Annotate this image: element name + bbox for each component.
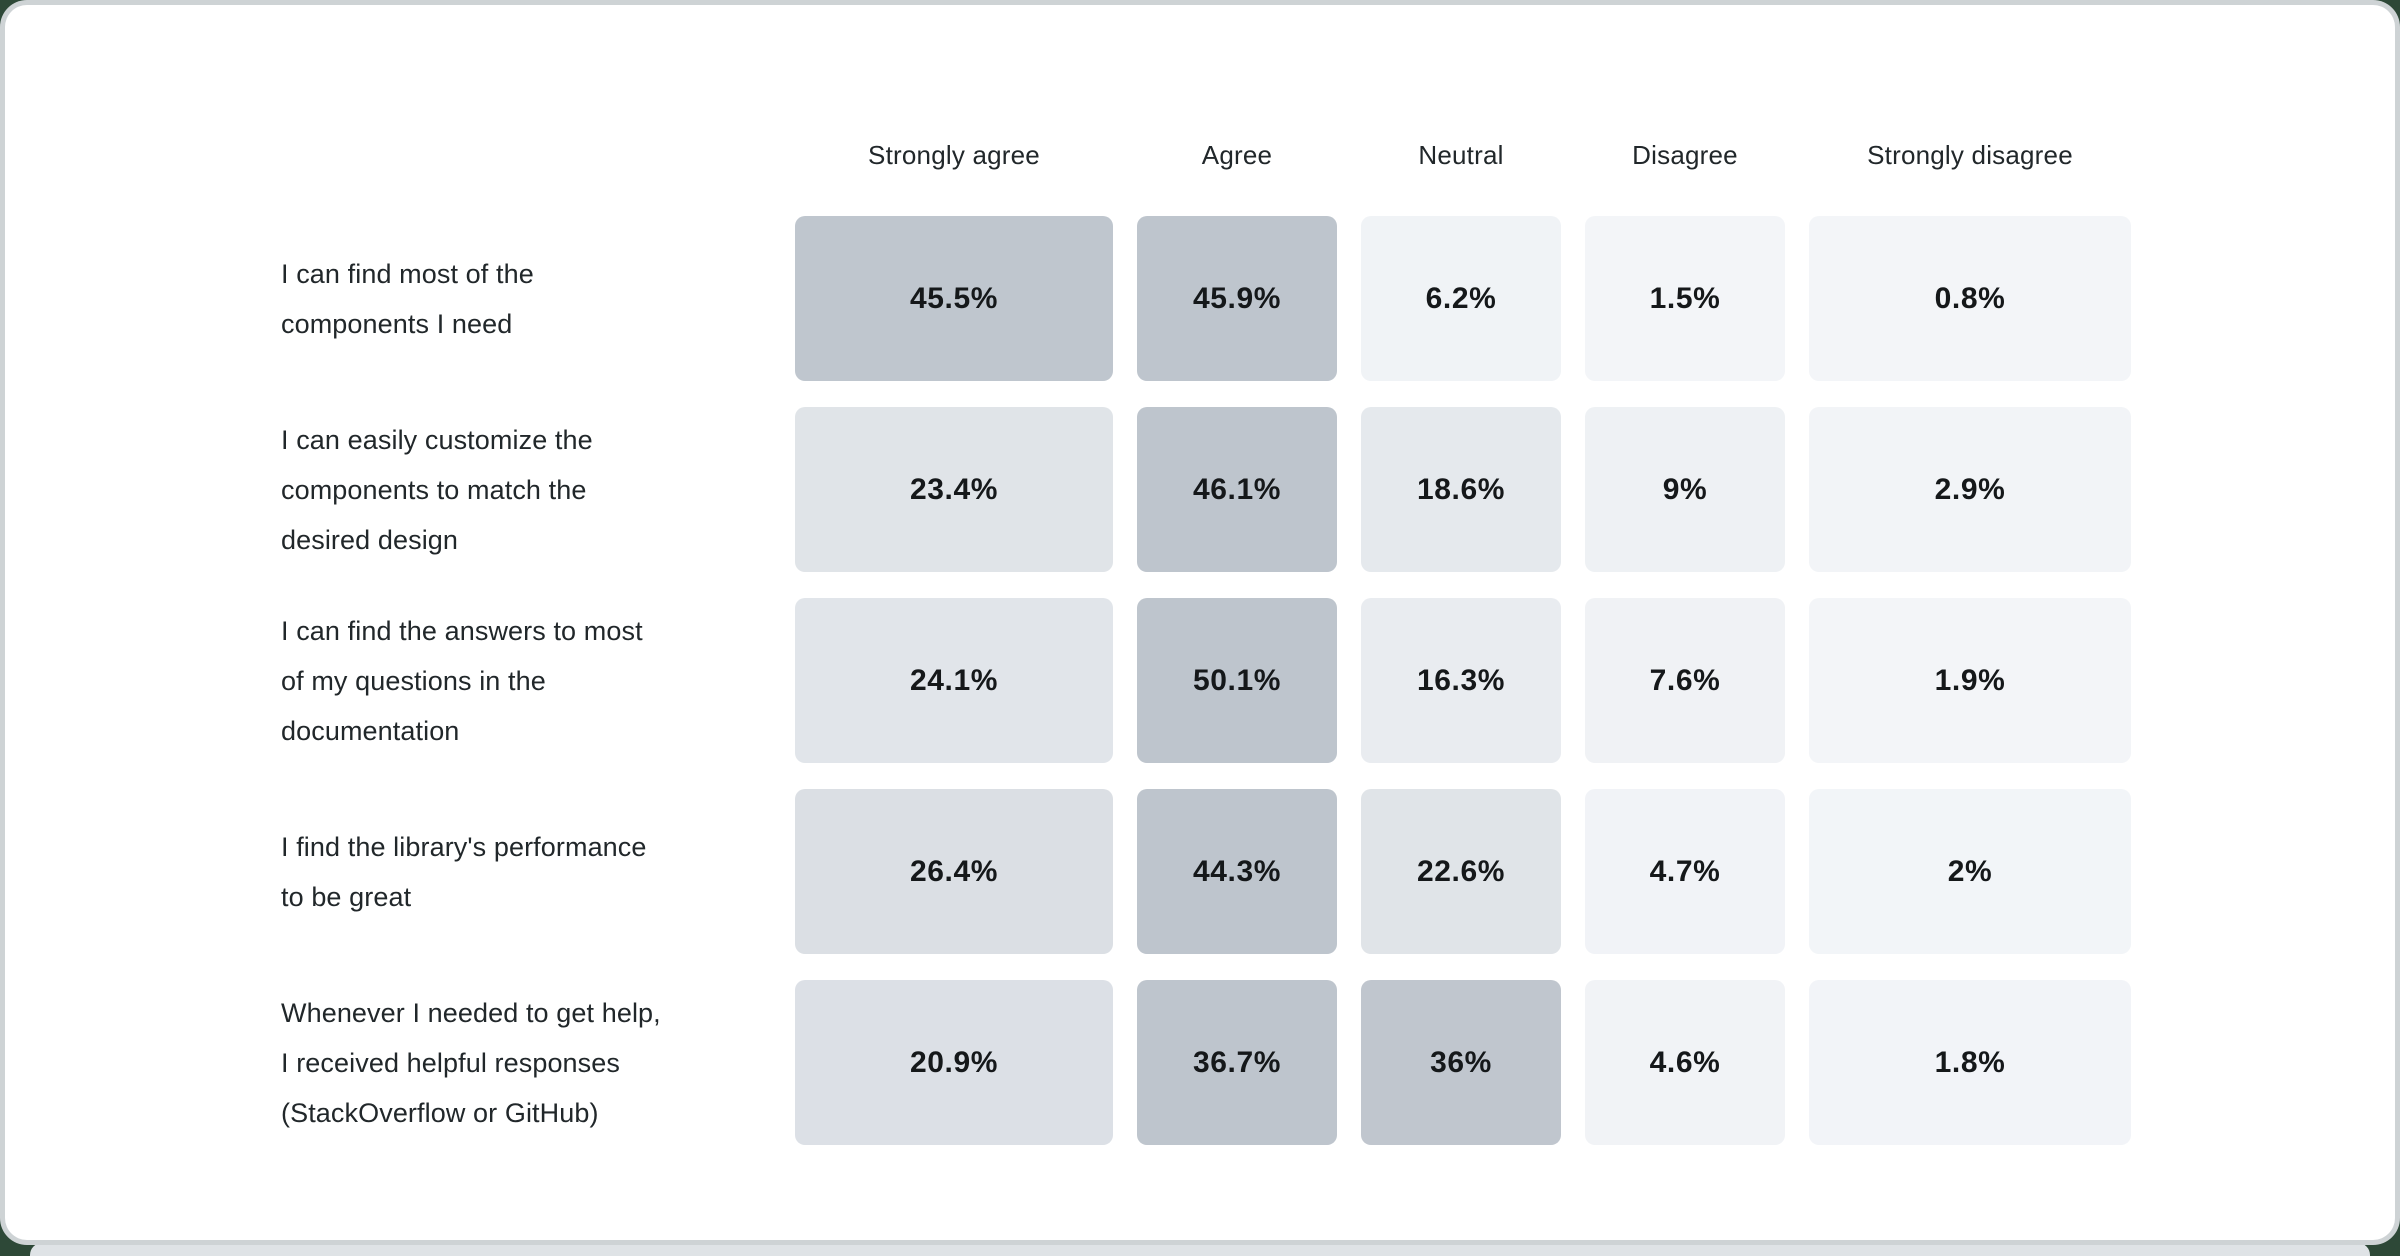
heatmap-cell-r5-c3: 36% bbox=[1361, 980, 1561, 1145]
heatmap-cell-r3-c5: 1.9% bbox=[1809, 598, 2131, 763]
column-header-4: Disagree bbox=[1632, 139, 1738, 170]
row-label-1: I can find most of the components I need bbox=[281, 258, 534, 339]
cell-value: 7.6% bbox=[1649, 663, 1721, 697]
cell-value: 22.6% bbox=[1416, 854, 1506, 888]
heatmap-cell-r2-c4: 9% bbox=[1585, 407, 1785, 572]
cell-value: 45.5% bbox=[909, 281, 999, 315]
cell-value: 0.8% bbox=[1934, 281, 2006, 315]
heatmap-cell-r5-c4: 4.6% bbox=[1585, 980, 1785, 1145]
heatmap-cell-r4-c5: 2% bbox=[1809, 789, 2131, 954]
column-header-2: Agree bbox=[1201, 139, 1273, 170]
cell-value: 46.1% bbox=[1192, 472, 1282, 506]
cell-value: 44.3% bbox=[1192, 854, 1282, 888]
cell-value: 26.4% bbox=[909, 854, 999, 888]
heatmap-cell-r4-c4: 4.7% bbox=[1585, 789, 1785, 954]
heatmap-cell-r5-c5: 1.8% bbox=[1809, 980, 2131, 1145]
cell-value: 36.7% bbox=[1192, 1045, 1282, 1079]
cell-value: 4.6% bbox=[1649, 1045, 1721, 1079]
row-label-3: I can find the answers to most of my que… bbox=[281, 615, 643, 746]
heatmap-cell-r3-c4: 7.6% bbox=[1585, 598, 1785, 763]
heatmap-cell-r3-c2: 50.1% bbox=[1137, 598, 1337, 763]
cell-value: 2.9% bbox=[1934, 472, 2006, 506]
cell-value: 45.9% bbox=[1192, 281, 1282, 315]
next-slide-strip bbox=[30, 1243, 2370, 1256]
column-header-5: Strongly disagree bbox=[1867, 139, 2073, 170]
cell-value: 20.9% bbox=[909, 1045, 999, 1079]
cell-value: 1.5% bbox=[1649, 281, 1721, 315]
heatmap-cell-r1-c5: 0.8% bbox=[1809, 216, 2131, 381]
heatmap-cell-r2-c2: 46.1% bbox=[1137, 407, 1337, 572]
heatmap-grid: Strongly agree Agree Neutral Disagree Strong… bbox=[281, 120, 2131, 1145]
heatmap-cell-r1-c3: 6.2% bbox=[1361, 216, 1561, 381]
heatmap-cell-r4-c1: 26.4% bbox=[795, 789, 1113, 954]
column-header-1: Strongly agree bbox=[868, 139, 1040, 170]
heatmap-cell-r2-c1: 23.4% bbox=[795, 407, 1113, 572]
column-header-3: Neutral bbox=[1418, 139, 1504, 170]
row-label-2: I can easily customize the components to… bbox=[281, 424, 593, 555]
cell-value: 1.8% bbox=[1934, 1045, 2006, 1079]
heatmap-cell-r4-c2: 44.3% bbox=[1137, 789, 1337, 954]
heatmap-cell-r1-c1: 45.5% bbox=[795, 216, 1113, 381]
cell-value: 16.3% bbox=[1416, 663, 1506, 697]
heatmap-cell-r2-c5: 2.9% bbox=[1809, 407, 2131, 572]
heatmap-cell-r1-c2: 45.9% bbox=[1137, 216, 1337, 381]
cell-value: 9% bbox=[1662, 472, 1708, 506]
cell-value: 1.9% bbox=[1934, 663, 2006, 697]
cell-value: 4.7% bbox=[1649, 854, 1721, 888]
cell-value: 18.6% bbox=[1416, 472, 1506, 506]
cell-value: 23.4% bbox=[909, 472, 999, 506]
cell-value: 24.1% bbox=[909, 663, 999, 697]
corner-spacer bbox=[281, 120, 771, 190]
cell-value: 2% bbox=[1947, 854, 1993, 888]
row-label-4: I find the library's performance to be g… bbox=[281, 831, 647, 912]
heatmap-cell-r2-c3: 18.6% bbox=[1361, 407, 1561, 572]
cell-value: 6.2% bbox=[1425, 281, 1497, 315]
cell-value: 36% bbox=[1430, 1045, 1492, 1079]
heatmap-cell-r1-c4: 1.5% bbox=[1585, 216, 1785, 381]
heatmap-cell-r4-c3: 22.6% bbox=[1361, 789, 1561, 954]
cell-value: 50.1% bbox=[1192, 663, 1282, 697]
heatmap-cell-r3-c3: 16.3% bbox=[1361, 598, 1561, 763]
heatmap-cell-r3-c1: 24.1% bbox=[795, 598, 1113, 763]
heatmap-cell-r5-c2: 36.7% bbox=[1137, 980, 1337, 1145]
survey-heatmap-card: Strongly agree Agree Neutral Disagree Strong… bbox=[5, 5, 2395, 1240]
heatmap-cell-r5-c1: 20.9% bbox=[795, 980, 1113, 1145]
row-label-5: Whenever I needed to get help, I receive… bbox=[281, 997, 661, 1128]
